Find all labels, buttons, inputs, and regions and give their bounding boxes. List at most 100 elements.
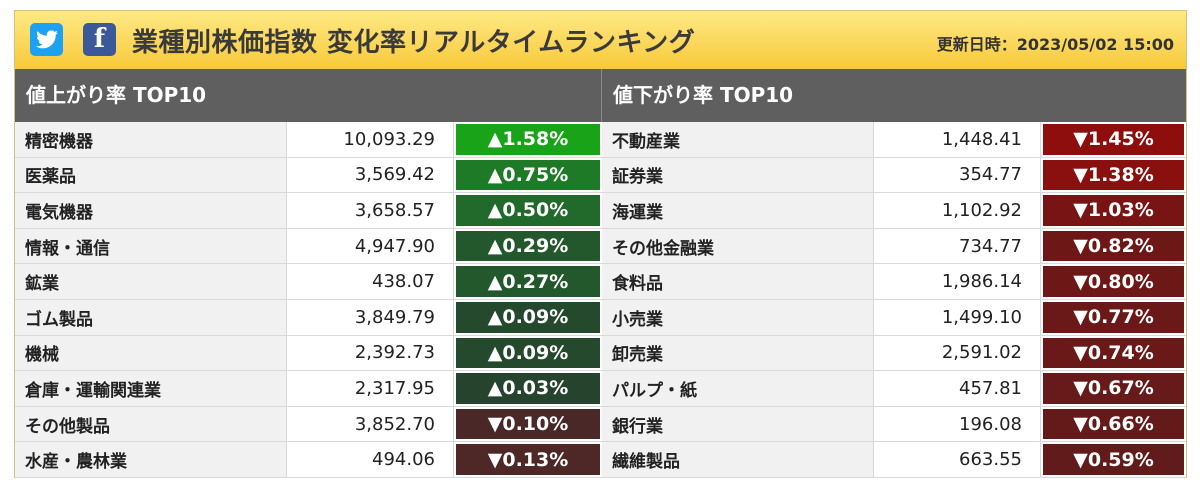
- change-badge: ▲0.29%: [456, 230, 600, 262]
- table-row: 医薬品 3,569.42 ▲0.75%: [15, 157, 602, 194]
- facebook-share-button[interactable]: f: [83, 23, 116, 56]
- index-value: 4,947.90: [287, 228, 454, 264]
- twitter-bird-icon: [35, 30, 58, 49]
- change-badge: ▼1.38%: [1043, 159, 1184, 191]
- index-value: 3,849.79: [287, 299, 454, 335]
- index-value: 2,392.73: [287, 335, 454, 371]
- change-cell: ▼1.03%: [1041, 193, 1186, 228]
- change-cell: ▲0.09%: [454, 336, 602, 371]
- industry-name[interactable]: 食料品: [602, 264, 874, 299]
- industry-name[interactable]: 倉庫・運輸関連業: [15, 371, 287, 406]
- change-badge: ▼0.66%: [1043, 408, 1184, 440]
- industry-name[interactable]: 精密機器: [15, 122, 287, 157]
- industry-name[interactable]: パルプ・紙: [602, 371, 874, 406]
- change-cell: ▼0.77%: [1041, 300, 1186, 335]
- industry-name[interactable]: 繊維製品: [602, 442, 874, 477]
- change-badge: ▼0.77%: [1043, 301, 1184, 333]
- change-cell: ▲0.50%: [454, 193, 602, 228]
- change-badge: ▼1.03%: [1043, 195, 1184, 226]
- gainers-panel: 値上がり率 TOP10 精密機器 10,093.29 ▲1.58% 医薬品 3,569.…: [15, 69, 602, 478]
- index-value: 438.07: [287, 264, 454, 299]
- industry-name[interactable]: 水産・農林業: [15, 442, 287, 477]
- change-cell: ▲0.27%: [454, 264, 602, 299]
- industry-name[interactable]: 機械: [15, 335, 287, 371]
- table-row: 鉱業 438.07 ▲0.27%: [15, 264, 602, 300]
- table-row: 倉庫・運輸関連業 2,317.95 ▲0.03%: [15, 371, 602, 407]
- change-badge: ▼0.10%: [456, 408, 600, 440]
- table-row: 不動産業 1,448.41 ▼1.45%: [602, 122, 1186, 158]
- index-value: 3,852.70: [287, 406, 454, 442]
- index-value: 3,658.57: [287, 193, 454, 228]
- index-value: 1,986.14: [874, 264, 1041, 299]
- table-row: その他製品 3,852.70 ▼0.10%: [15, 406, 602, 443]
- gainers-heading: 値上がり率 TOP10: [15, 69, 602, 122]
- change-cell: ▲0.03%: [454, 371, 602, 406]
- change-cell: ▼0.10%: [454, 407, 602, 442]
- change-badge: ▲0.75%: [456, 159, 600, 191]
- index-value: 1,102.92: [874, 193, 1041, 228]
- industry-name[interactable]: 電気機器: [15, 193, 287, 228]
- change-badge: ▲1.58%: [456, 124, 600, 155]
- change-cell: ▼0.13%: [454, 442, 602, 477]
- change-cell: ▼1.45%: [1041, 122, 1186, 157]
- industry-name[interactable]: その他製品: [15, 406, 287, 442]
- change-cell: ▼1.38%: [1041, 158, 1186, 193]
- change-cell: ▼0.80%: [1041, 264, 1186, 299]
- table-row: 小売業 1,499.10 ▼0.77%: [602, 299, 1186, 336]
- industry-name[interactable]: その他金融業: [602, 228, 874, 264]
- index-value: 354.77: [874, 157, 1041, 193]
- table-row: 繊維製品 663.55 ▼0.59%: [602, 442, 1186, 478]
- industry-name[interactable]: 銀行業: [602, 406, 874, 442]
- table-row: 情報・通信 4,947.90 ▲0.29%: [15, 228, 602, 265]
- table-row: その他金融業 734.77 ▼0.82%: [602, 228, 1186, 265]
- change-cell: ▲0.75%: [454, 158, 602, 193]
- table-row: 証券業 354.77 ▼1.38%: [602, 157, 1186, 194]
- ranking-header: f 業種別株価指数 変化率リアルタイムランキング 更新日時：2023/05/02…: [15, 11, 1186, 70]
- updated-timestamp: 更新日時：2023/05/02 15:00: [936, 35, 1174, 54]
- index-value: 663.55: [874, 442, 1041, 477]
- change-badge: ▼0.59%: [1043, 444, 1184, 475]
- index-value: 10,093.29: [287, 122, 454, 157]
- table-row: 海運業 1,102.92 ▼1.03%: [602, 193, 1186, 229]
- index-value: 457.81: [874, 371, 1041, 406]
- change-badge: ▲0.50%: [456, 195, 600, 226]
- index-value: 196.08: [874, 406, 1041, 442]
- change-cell: ▲0.29%: [454, 229, 602, 264]
- change-badge: ▼0.74%: [1043, 337, 1184, 369]
- change-badge: ▲0.09%: [456, 337, 600, 369]
- table-row: 卸売業 2,591.02 ▼0.74%: [602, 335, 1186, 372]
- index-value: 3,569.42: [287, 157, 454, 193]
- index-value: 2,591.02: [874, 335, 1041, 371]
- gainers-table: 精密機器 10,093.29 ▲1.58% 医薬品 3,569.42 ▲0.75% 電気機器…: [15, 122, 602, 478]
- change-cell: ▼0.74%: [1041, 336, 1186, 371]
- change-cell: ▼0.82%: [1041, 229, 1186, 264]
- change-badge: ▲0.09%: [456, 301, 600, 333]
- change-cell: ▼0.59%: [1041, 442, 1186, 477]
- industry-name[interactable]: 卸売業: [602, 335, 874, 371]
- index-value: 494.06: [287, 442, 454, 477]
- table-row: 水産・農林業 494.06 ▼0.13%: [15, 442, 602, 478]
- industry-name[interactable]: 小売業: [602, 299, 874, 335]
- change-badge: ▼1.45%: [1043, 124, 1184, 155]
- change-badge: ▼0.82%: [1043, 230, 1184, 262]
- table-row: 食料品 1,986.14 ▼0.80%: [602, 264, 1186, 300]
- change-badge: ▼0.67%: [1043, 373, 1184, 404]
- industry-name[interactable]: 情報・通信: [15, 228, 287, 264]
- change-badge: ▲0.03%: [456, 373, 600, 404]
- table-row: 機械 2,392.73 ▲0.09%: [15, 335, 602, 372]
- industry-name[interactable]: 鉱業: [15, 264, 287, 299]
- industry-name[interactable]: 海運業: [602, 193, 874, 228]
- table-row: 銀行業 196.08 ▼0.66%: [602, 406, 1186, 443]
- change-cell: ▼0.66%: [1041, 407, 1186, 442]
- table-row: 精密機器 10,093.29 ▲1.58%: [15, 122, 602, 158]
- industry-name[interactable]: 医薬品: [15, 157, 287, 193]
- twitter-share-button[interactable]: [30, 23, 63, 56]
- losers-panel: 値下がり率 TOP10 不動産業 1,448.41 ▼1.45% 証券業 354.77 ▼…: [602, 69, 1186, 478]
- change-cell: ▲0.09%: [454, 300, 602, 335]
- industry-name[interactable]: 不動産業: [602, 122, 874, 157]
- industry-name[interactable]: 証券業: [602, 157, 874, 193]
- industry-name[interactable]: ゴム製品: [15, 299, 287, 335]
- losers-heading: 値下がり率 TOP10: [602, 69, 1186, 122]
- page-title: 業種別株価指数 変化率リアルタイムランキング: [132, 28, 696, 58]
- index-value: 1,448.41: [874, 122, 1041, 157]
